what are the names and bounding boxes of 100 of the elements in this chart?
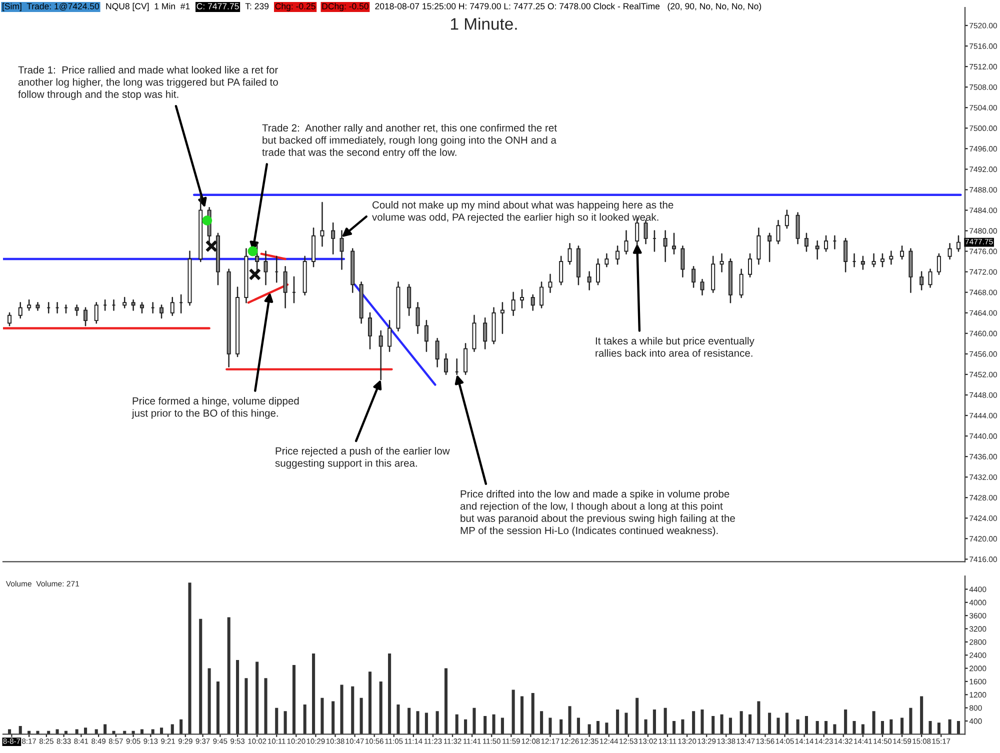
candlestick bbox=[844, 238, 848, 272]
candlestick bbox=[680, 246, 685, 278]
candlestick bbox=[444, 353, 448, 376]
candlestick bbox=[663, 230, 668, 262]
annotation: DChg: -0.50 bbox=[322, 2, 368, 12]
bar bbox=[624, 712, 628, 734]
annotation: It takes a while but price eventually rallies back into area of resistance. bbox=[596, 337, 754, 357]
bar bbox=[360, 698, 363, 734]
bar bbox=[700, 709, 704, 734]
bar bbox=[644, 719, 648, 734]
candlestick bbox=[511, 292, 516, 316]
candlestick bbox=[596, 258, 600, 286]
bar bbox=[351, 686, 354, 734]
candlestick bbox=[604, 253, 609, 268]
candlestick bbox=[320, 202, 324, 247]
bar bbox=[890, 719, 893, 734]
bar bbox=[379, 681, 382, 734]
annotation: Price formed a hinge, volume dipped just prior to the BO of this hinge. bbox=[132, 397, 299, 419]
bar bbox=[872, 711, 876, 734]
bar bbox=[652, 709, 656, 734]
bar bbox=[720, 714, 724, 734]
candlestick bbox=[84, 307, 88, 326]
bar bbox=[188, 582, 192, 734]
candlestick bbox=[804, 232, 808, 252]
annotation: T: 239 bbox=[245, 3, 269, 10]
candlestick bbox=[815, 240, 820, 260]
bar bbox=[928, 721, 932, 734]
bar bbox=[616, 709, 620, 734]
candlestick bbox=[424, 320, 428, 352]
candlestick bbox=[122, 296, 127, 308]
candlestick bbox=[94, 302, 98, 324]
candlestick bbox=[27, 299, 32, 311]
candlestick bbox=[587, 271, 592, 290]
bar bbox=[199, 618, 202, 734]
annotation: Price drifted into the low and made a spike in volume probe and rejection of the low, I though about a long at this point but was paranoid about the previous swing high failing at the MP of the session Hi-Lo (Indicates continued weakness). bbox=[460, 490, 735, 536]
candlestick bbox=[548, 274, 552, 293]
bar bbox=[852, 721, 856, 734]
point bbox=[248, 246, 258, 256]
candlestick bbox=[530, 294, 535, 311]
bar bbox=[244, 678, 248, 734]
candlestick bbox=[624, 230, 628, 254]
bar bbox=[512, 690, 515, 734]
candlestick bbox=[948, 242, 952, 260]
bar bbox=[861, 724, 864, 734]
bar bbox=[408, 708, 411, 734]
candlestick bbox=[748, 253, 752, 278]
candlestick bbox=[416, 302, 420, 334]
candlestick bbox=[464, 343, 468, 376]
bar bbox=[332, 701, 335, 734]
candlestick bbox=[768, 232, 772, 262]
bar bbox=[208, 668, 211, 734]
bar bbox=[568, 706, 572, 734]
bar bbox=[320, 698, 324, 734]
bar bbox=[416, 711, 420, 734]
candlestick bbox=[540, 281, 544, 308]
bar bbox=[436, 711, 439, 734]
bar bbox=[140, 729, 144, 734]
bar bbox=[312, 653, 316, 734]
bar bbox=[796, 719, 800, 734]
bar bbox=[492, 714, 496, 734]
bar bbox=[216, 681, 220, 734]
candlestick bbox=[720, 253, 724, 272]
candlestick bbox=[340, 230, 344, 270]
candlestick bbox=[407, 284, 412, 316]
bar bbox=[455, 714, 458, 734]
candlestick bbox=[283, 266, 288, 308]
annotation: NQU8 [CV] 1 Min #1 bbox=[106, 2, 190, 12]
bar bbox=[636, 698, 639, 734]
bar bbox=[104, 724, 107, 734]
bar bbox=[75, 729, 78, 734]
point bbox=[202, 216, 212, 226]
bar bbox=[227, 617, 230, 734]
bar bbox=[264, 678, 268, 734]
bar bbox=[464, 719, 468, 734]
bar bbox=[937, 722, 940, 734]
candlestick bbox=[956, 235, 960, 252]
bar bbox=[18, 726, 22, 734]
bar bbox=[540, 711, 544, 734]
bar bbox=[816, 721, 819, 734]
candlestick bbox=[568, 242, 572, 265]
annotation: Price rejected a push of the earlier low suggesting support in this area. bbox=[275, 447, 450, 469]
bar bbox=[576, 718, 580, 734]
bar bbox=[444, 668, 448, 734]
candlestick bbox=[140, 302, 144, 314]
annotation: Could not make up my mind about what was happeing here as the volume was odd, PA rejected the earlier high so it looked weak. bbox=[372, 201, 674, 223]
candlestick bbox=[739, 268, 744, 298]
candlestick bbox=[824, 235, 828, 252]
candlestick bbox=[264, 250, 268, 286]
bar bbox=[681, 719, 684, 734]
bar bbox=[500, 718, 504, 734]
candlestick bbox=[936, 253, 941, 275]
bar bbox=[180, 719, 183, 734]
bar bbox=[275, 708, 278, 734]
candlestick bbox=[388, 320, 392, 352]
bar bbox=[948, 719, 952, 734]
bar bbox=[748, 714, 752, 734]
candlestick bbox=[880, 253, 884, 268]
bar bbox=[785, 712, 788, 734]
bar bbox=[56, 729, 59, 734]
candlestick bbox=[170, 296, 174, 316]
